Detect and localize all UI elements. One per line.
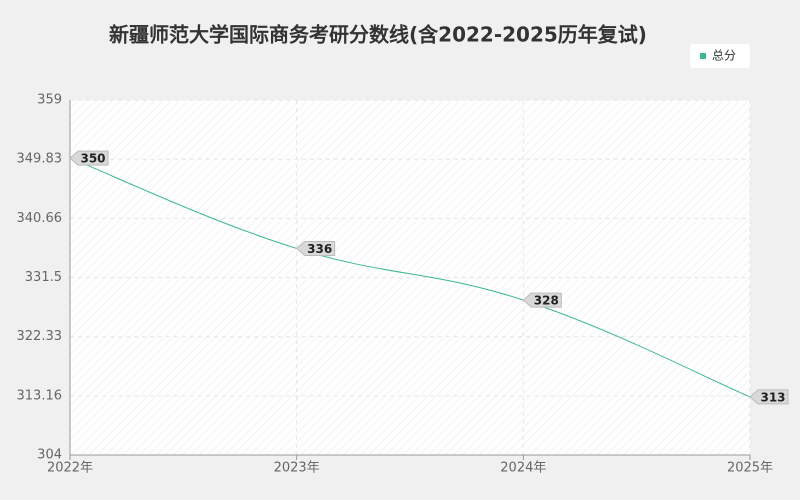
x-tick-label: 2022年 — [47, 461, 93, 476]
y-tick-label: 313.16 — [17, 388, 63, 403]
x-tick-label: 2025年 — [727, 461, 773, 476]
chart-title: 新疆师范大学国际商务考研分数线(含2022-2025历年复试) — [109, 23, 647, 47]
line — [69, 157, 751, 398]
y-tick-label: 359 — [37, 93, 62, 108]
legend-box — [690, 44, 750, 68]
data-label-bg — [69, 150, 109, 166]
data-label: 328 — [534, 294, 559, 308]
data-label-bg — [295, 240, 336, 256]
y-tick-label: 331.5 — [25, 270, 62, 285]
y-tick-label: 340.66 — [17, 211, 63, 226]
x-tick-label: 2023年 — [274, 461, 320, 476]
data-label: 350 — [80, 152, 105, 166]
y-tick-label: 322.33 — [17, 329, 63, 344]
y-tick-label: 349.83 — [17, 152, 63, 167]
legend-label: 总分 — [712, 49, 736, 63]
data-label: 336 — [307, 242, 332, 256]
data-label-bg — [749, 389, 789, 405]
data-label-bg — [522, 292, 562, 308]
x-tick-label: 2024年 — [500, 461, 546, 476]
y-tick-label: 304 — [37, 448, 62, 463]
data-label: 313 — [760, 390, 785, 404]
legend-swatch — [700, 53, 706, 59]
